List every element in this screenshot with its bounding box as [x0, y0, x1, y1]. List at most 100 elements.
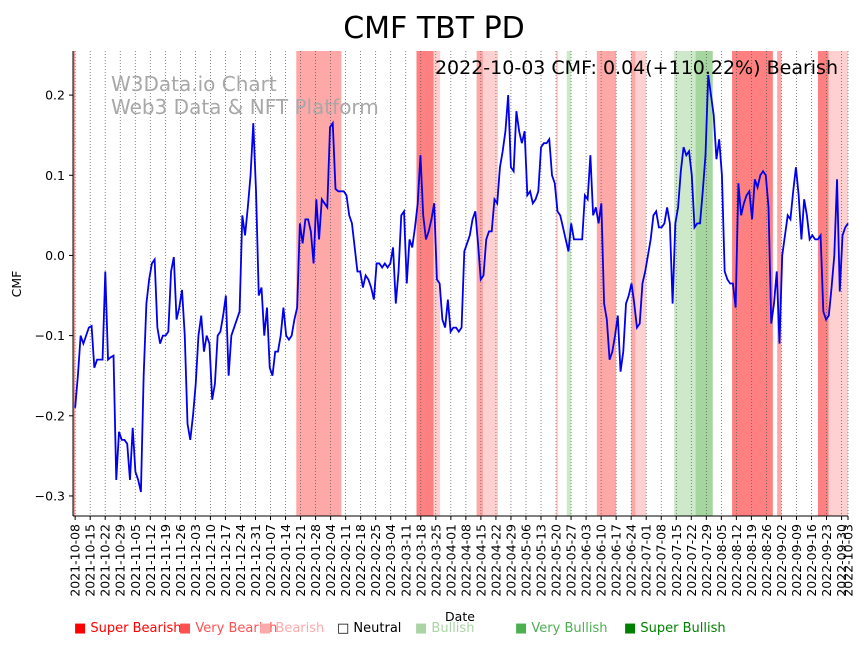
x-tick-label: 2021-12-17	[218, 524, 233, 597]
legend-label: Super Bearish	[90, 621, 182, 636]
legend-label: Bearish	[275, 621, 325, 636]
x-tick-label: 2021-10-08	[68, 524, 83, 597]
region-band-super_bearish	[73, 51, 76, 516]
axes	[72, 51, 848, 517]
legend-item: ■ Bullish	[415, 621, 474, 636]
x-tick-label: 2022-04-08	[458, 524, 473, 597]
region-band-bearish	[433, 51, 441, 516]
region-band-bearish	[635, 51, 647, 516]
y-ticks: −0.3 −0.2 −0.1 0.0 0.1 0.2	[35, 88, 73, 503]
region-band-bearish_mid	[296, 51, 342, 516]
chart-title: CMF TBT PD	[343, 11, 525, 46]
legend: ■ Super Bearish ■ Very Bearish ■ Bearish □ …	[74, 621, 854, 639]
legend-item: ■ Bearish	[259, 621, 324, 636]
x-tick-label: 2022-09-23	[819, 524, 834, 597]
legend-item: ■ Very Bullish	[515, 621, 607, 636]
y-tick-label: 0.2	[45, 88, 65, 103]
y-tick-label: −0.2	[35, 408, 65, 423]
x-tick-label: 2022-10-03	[841, 524, 856, 597]
x-tick-label: 2022-07-22	[684, 524, 699, 597]
region-band-bearish	[556, 51, 559, 516]
x-tick-label: 2022-05-20	[549, 524, 564, 597]
x-tick-label: 2021-11-19	[158, 524, 173, 597]
x-tick-label: 2022-04-01	[443, 524, 458, 597]
x-tick-label: 2022-03-11	[398, 524, 413, 597]
x-tick-label: 2022-02-04	[323, 524, 338, 597]
cmf-series-line	[74, 74, 849, 493]
region-band-very_bearish	[732, 51, 773, 516]
y-tick-label: 0.0	[45, 248, 65, 263]
legend-item: ■ Super Bearish	[74, 621, 182, 636]
legend-swatch: □	[337, 621, 354, 636]
x-tick-label: 2022-06-03	[579, 524, 594, 597]
x-tick-label: 2021-11-12	[143, 524, 158, 597]
region-band-very_bearish	[817, 51, 829, 516]
x-ticks: 2021-10-08 2021-10-15 2021-10-22 2021-10-29…	[68, 516, 856, 597]
x-tick-label: 2022-05-27	[564, 524, 579, 597]
region-band-bearish_mid	[476, 51, 484, 516]
x-tick-label: 2021-11-05	[128, 524, 143, 597]
x-tick-label: 2022-02-11	[338, 524, 353, 597]
x-tick-label: 2022-04-22	[488, 524, 503, 597]
legend-swatch: ■	[624, 621, 641, 636]
x-tick-label: 2022-05-13	[534, 524, 549, 597]
legend-swatch: ■	[259, 621, 276, 636]
x-tick-label: 2022-07-01	[639, 524, 654, 597]
x-tick-label: 2021-12-03	[188, 524, 203, 597]
region-band-very_bullish	[695, 51, 713, 516]
legend-swatch: ■	[515, 621, 532, 636]
x-tick-label: 2021-12-24	[233, 524, 248, 597]
x-tick-label: 2022-07-29	[699, 524, 714, 597]
legend-label: Bullish	[431, 621, 475, 636]
x-tick-label: 2021-10-22	[98, 524, 113, 597]
y-tick-label: 0.1	[45, 168, 65, 183]
x-tick-label: 2022-04-15	[473, 524, 488, 597]
x-tick-label: 2021-12-31	[248, 524, 263, 597]
x-tick-label: 2022-09-02	[774, 524, 789, 597]
vertical-gridlines	[74, 51, 849, 516]
x-tick-label: 2021-10-15	[83, 524, 98, 597]
y-tick-label: −0.3	[35, 488, 65, 503]
x-axis-label: Date	[445, 609, 475, 624]
x-tick-label: 2022-09-09	[789, 524, 804, 597]
x-tick-label: 2022-07-08	[654, 524, 669, 597]
legend-label: Very Bearish	[195, 621, 278, 636]
x-tick-label: 2022-01-07	[263, 524, 278, 597]
region-band-bearish_mid	[596, 51, 617, 516]
x-tick-label: 2022-02-25	[368, 524, 383, 597]
y-tick-label: −0.1	[35, 328, 65, 343]
x-tick-label: 2022-05-06	[518, 524, 533, 597]
x-tick-label: 2021-12-10	[203, 524, 218, 597]
x-tick-label: 2022-09-16	[804, 524, 819, 597]
legend-swatch: ■	[415, 621, 432, 636]
latest-value-annotation: 2022-10-03 CMF: 0.04(+110.22%) Bearish	[435, 57, 838, 79]
x-tick-label: 2022-08-12	[729, 524, 744, 597]
x-tick-label: 2022-08-19	[744, 524, 759, 597]
x-tick-label: 2022-03-18	[413, 524, 428, 597]
legend-label: Very Bullish	[531, 621, 608, 636]
legend-swatch: ■	[74, 621, 91, 636]
watermark-line-2: Web3 Data & NFT Platform	[111, 95, 379, 119]
x-tick-label: 2022-07-15	[669, 524, 684, 597]
region-band-very_bearish	[416, 51, 434, 516]
legend-item: ■ Super Bullish	[624, 621, 726, 636]
x-tick-label: 2021-11-26	[173, 524, 188, 597]
region-band-bearish	[483, 51, 499, 516]
legend-item: □ Neutral	[337, 621, 401, 636]
x-tick-label: 2022-03-25	[428, 524, 443, 597]
y-axis-label: CMF	[9, 271, 24, 298]
x-tick-label: 2022-01-21	[293, 524, 308, 597]
x-tick-label: 2022-04-29	[503, 524, 518, 597]
legend-label: Neutral	[353, 621, 402, 636]
region-band-bearish	[828, 51, 848, 516]
x-tick-label: 2022-08-26	[759, 524, 774, 597]
x-tick-label: 2022-01-14	[278, 524, 293, 597]
legend-swatch: ■	[179, 621, 196, 636]
x-tick-label: 2022-01-28	[308, 524, 323, 597]
region-band-bullish	[674, 51, 696, 516]
region-band-bearish_mid	[631, 51, 636, 516]
x-tick-label: 2021-10-29	[113, 524, 128, 597]
x-tick-label: 2022-08-05	[714, 524, 729, 597]
region-band-bullish	[566, 51, 572, 516]
